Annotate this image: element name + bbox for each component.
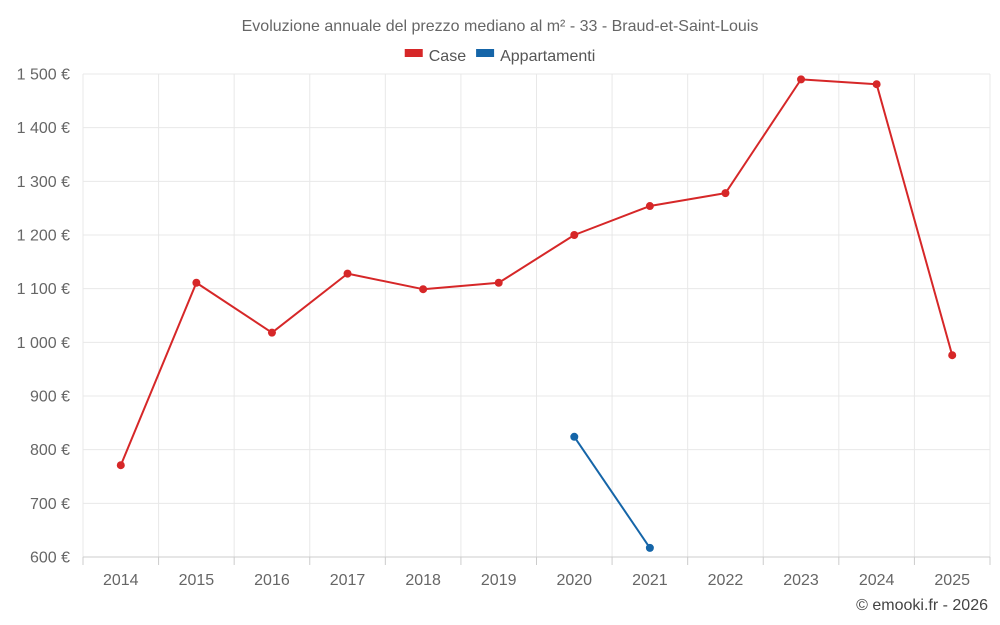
x-tick-label: 2018	[405, 572, 441, 589]
legend-swatch	[404, 49, 423, 57]
data-point-case[interactable]	[343, 269, 352, 278]
x-tick-label: 2014	[103, 572, 139, 589]
x-tick-label: 2015	[179, 572, 215, 589]
legend-item-case[interactable]: Case	[404, 48, 466, 65]
y-tick-label: 1 000 €	[17, 335, 70, 352]
legend-label: Appartamenti	[500, 48, 595, 65]
legend-item-appartamenti[interactable]: Appartamenti	[476, 48, 595, 65]
legend-swatch	[476, 49, 495, 57]
data-point-case[interactable]	[645, 202, 654, 211]
series-appartamenti	[570, 432, 654, 552]
y-tick-label: 1 400 €	[17, 120, 70, 137]
y-tick-label: 600 €	[30, 550, 70, 567]
series-line-appartamenti	[573, 436, 651, 549]
y-tick-label: 1 300 €	[17, 174, 70, 191]
x-tick-label: 2019	[481, 572, 517, 589]
data-point-case[interactable]	[948, 351, 957, 360]
data-point-case[interactable]	[797, 75, 806, 84]
x-tick-label: 2021	[632, 572, 668, 589]
y-tick-label: 900 €	[30, 389, 70, 406]
grid	[82, 73, 991, 557]
y-tick-label: 1 200 €	[17, 228, 70, 245]
x-tick-label: 2023	[783, 572, 819, 589]
data-point-case[interactable]	[494, 278, 503, 287]
series-line-case	[119, 78, 954, 466]
x-tick-label: 2025	[934, 572, 970, 589]
y-tick-label: 1 500 €	[17, 67, 70, 84]
y-tick-label: 800 €	[30, 442, 70, 459]
x-tick-label: 2017	[330, 572, 366, 589]
data-point-case[interactable]	[192, 278, 201, 287]
data-point-case[interactable]	[419, 285, 428, 294]
series-case	[116, 75, 957, 470]
data-point-appartamenti[interactable]	[645, 543, 654, 552]
y-tick-label: 700 €	[30, 496, 70, 513]
x-tick-label: 2024	[859, 572, 895, 589]
x-tick-label: 2016	[254, 572, 290, 589]
data-point-appartamenti[interactable]	[570, 432, 579, 441]
x-tick-label: 2020	[556, 572, 592, 589]
data-point-case[interactable]	[570, 231, 579, 239]
data-point-case[interactable]	[872, 80, 881, 89]
x-axis: 2014 2015 2016 2017 2018 2019 2020 2021 2022 2023…	[82, 556, 991, 589]
data-point-case[interactable]	[267, 328, 276, 337]
chart-title: Evoluzione annuale del prezzo mediano al…	[242, 18, 759, 35]
series-layer	[116, 75, 957, 552]
legend: Case Appartamenti	[404, 48, 595, 65]
y-tick-label: 1 100 €	[17, 281, 70, 298]
data-point-case[interactable]	[721, 189, 730, 198]
y-axis: 600 € 700 € 800 € 900 € 1 000 € 1 100 € 1 200 …	[17, 67, 70, 567]
x-tick-label: 2022	[708, 572, 744, 589]
legend-label: Case	[429, 48, 466, 65]
credit-text: © emooki.fr - 2026	[856, 597, 988, 614]
data-point-case[interactable]	[116, 461, 125, 470]
